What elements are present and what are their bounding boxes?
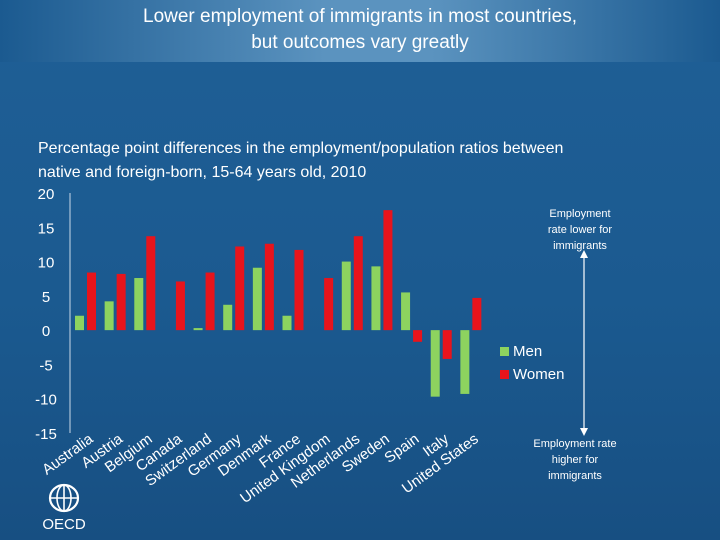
annotation-arrow-head-bottom: [580, 428, 588, 436]
title-line-2: but outcomes vary greatly: [251, 32, 469, 53]
bar-women: [146, 236, 156, 331]
bar-men: [401, 292, 411, 331]
legend-swatch-men: [500, 347, 509, 356]
bar-men: [371, 266, 381, 331]
bar-men: [104, 301, 114, 331]
bar-men: [341, 261, 351, 331]
bar-women: [324, 278, 334, 331]
subtitle-line-1: Percentage point differences in the empl…: [38, 140, 564, 157]
bar-men: [134, 278, 144, 331]
page-title: Lower employment of immigrants in most c…: [20, 4, 700, 56]
annotation-lower: Employment rate lower for immigrants: [530, 206, 630, 254]
annotation-lower-line-3: immigrants: [553, 240, 607, 252]
bar-men: [460, 330, 470, 394]
bar-men: [223, 304, 233, 331]
bar-women: [294, 249, 304, 331]
legend-item-men: Men: [500, 340, 564, 363]
bar-women: [235, 246, 245, 331]
annotation-higher-line-1: Employment rate: [533, 438, 617, 450]
y-tick-label: 20: [38, 186, 55, 203]
bar-women: [205, 272, 215, 331]
oecd-logo-text: OECD: [42, 516, 86, 532]
y-tick-label: -15: [35, 426, 57, 443]
bar-women: [413, 330, 423, 342]
bar-women: [442, 330, 452, 359]
annotation-lower-line-2: rate lower for: [547, 224, 613, 236]
bar-women: [472, 297, 482, 331]
y-tick-label: 0: [42, 323, 50, 340]
bar-women: [175, 281, 185, 331]
y-tick-label: -5: [39, 357, 52, 374]
legend-label-men: Men: [513, 343, 543, 360]
annotation-higher-line-2: higher for: [551, 454, 599, 466]
bar-women: [116, 273, 126, 331]
annotation-higher-line-3: immigrants: [548, 470, 602, 482]
y-tick-label: 5: [42, 289, 50, 306]
header-band: [0, 0, 720, 62]
annotation-higher: Employment rate higher for immigrants: [520, 436, 630, 484]
annotation-lower-line-1: Employment: [549, 208, 611, 220]
bar-men: [282, 315, 292, 331]
annotation-arrow-head-top: [580, 250, 588, 258]
bar-women: [264, 243, 274, 331]
bar-men: [252, 267, 262, 331]
bar-men: [430, 330, 440, 397]
chart-legend: Men Women: [500, 340, 564, 386]
x-tick-label: Spain: [381, 430, 422, 466]
oecd-logo: OECD: [42, 483, 86, 532]
bar-men: [75, 315, 84, 331]
y-tick-label: 15: [38, 220, 55, 237]
bar-women: [87, 272, 96, 331]
legend-swatch-women: [500, 370, 509, 379]
bar-men: [193, 328, 203, 331]
chart-subtitle: Percentage point differences in the empl…: [38, 137, 658, 185]
bar-women: [353, 236, 363, 331]
legend-item-women: Women: [500, 363, 564, 386]
subtitle-line-2: native and foreign-born, 15-64 years old…: [38, 164, 367, 181]
legend-label-women: Women: [513, 366, 565, 383]
y-tick-label: 10: [38, 255, 55, 272]
y-tick-label: -10: [35, 392, 57, 409]
title-line-1: Lower employment of immigrants in most c…: [143, 6, 577, 27]
bar-women: [383, 210, 393, 331]
